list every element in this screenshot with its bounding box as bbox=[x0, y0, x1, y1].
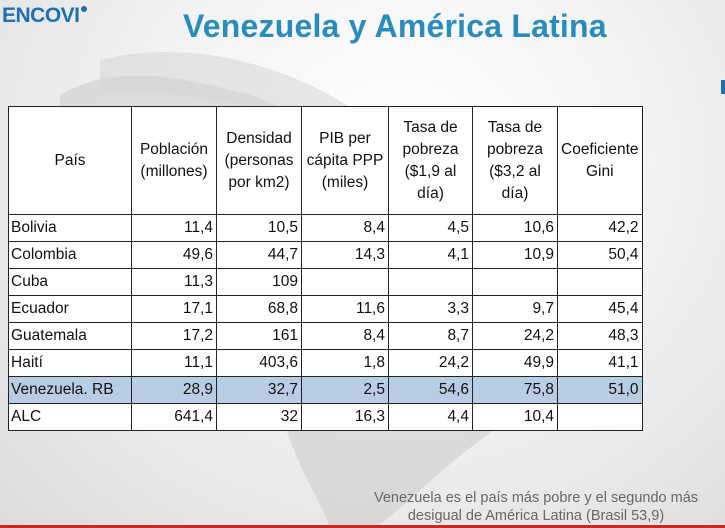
table-row: Guatemala 17,2 161 8,4 8,7 24,2 48,3 bbox=[8, 322, 643, 350]
table-cell: 4,5 bbox=[388, 214, 473, 242]
table-cell: 50,4 bbox=[557, 241, 643, 269]
country-cell: Colombia bbox=[8, 241, 132, 269]
page-title: Venezuela y América Latina bbox=[183, 8, 607, 44]
table-row: Ecuador 17,1 68,8 11,6 3,3 9,7 45,4 bbox=[8, 295, 643, 323]
table-cell: 44,7 bbox=[216, 241, 302, 269]
footnote-line-1: Venezuela es el país más pobre y el segu… bbox=[373, 490, 699, 506]
encovi-logo: ENCOVI bbox=[2, 4, 87, 28]
table-cell bbox=[472, 268, 558, 296]
footnote-line-2: desigual de América Latina (Brasil 53,9) bbox=[407, 508, 665, 524]
table-cell: 10,9 bbox=[472, 241, 558, 269]
table-cell: 17,1 bbox=[131, 295, 217, 323]
table-cell: 4,1 bbox=[388, 241, 473, 269]
header-densidad: Densidad (personas por km2) bbox=[216, 106, 302, 215]
table-row: Colombia 49,6 44,7 14,3 4,1 10,9 50,4 bbox=[8, 241, 643, 269]
table-row: ALC 641,4 32 16,3 4,4 10,4 bbox=[8, 403, 643, 431]
header-pib: PIB per cápita PPP (miles) bbox=[301, 106, 389, 215]
table-cell: 11,4 bbox=[131, 214, 217, 242]
table-cell: 28,9 bbox=[131, 376, 217, 404]
table-cell bbox=[557, 403, 643, 431]
table-cell: 10,4 bbox=[472, 403, 558, 431]
table-cell: 2,5 bbox=[301, 376, 389, 404]
table-cell: 10,5 bbox=[216, 214, 302, 242]
table-cell: 51,0 bbox=[557, 376, 643, 404]
logo-dot-icon bbox=[80, 6, 87, 12]
table-cell: 403,6 bbox=[216, 349, 302, 377]
table-cell: 49,9 bbox=[472, 349, 558, 377]
table-cell: 641,4 bbox=[131, 403, 217, 431]
footnote: Venezuela es el país más pobre y el segu… bbox=[350, 489, 722, 525]
table-cell: 75,8 bbox=[472, 376, 558, 404]
country-cell: Ecuador bbox=[8, 295, 132, 323]
comparison-table: País Población (millones) Densidad (pers… bbox=[8, 106, 643, 431]
table-cell: 11,1 bbox=[131, 349, 217, 377]
table-cell bbox=[557, 268, 643, 296]
table-cell: 14,3 bbox=[301, 241, 389, 269]
table-cell: 49,6 bbox=[131, 241, 217, 269]
table-cell: 8,4 bbox=[301, 214, 389, 242]
table-cell: 32 bbox=[216, 403, 302, 431]
country-cell: Guatemala bbox=[8, 322, 132, 350]
table-cell: 54,6 bbox=[388, 376, 473, 404]
edge-mark bbox=[721, 80, 725, 94]
table-row: Bolivia 11,4 10,5 8,4 4,5 10,6 42,2 bbox=[8, 214, 643, 242]
table-cell: 109 bbox=[216, 268, 302, 296]
header-poblacion: Población (millones) bbox=[131, 106, 217, 215]
bottom-accent-bar bbox=[0, 525, 725, 528]
table-cell: 11,6 bbox=[301, 295, 389, 323]
table-cell: 41,1 bbox=[557, 349, 643, 377]
table-cell: 32,7 bbox=[216, 376, 302, 404]
table-cell: 9,7 bbox=[472, 295, 558, 323]
table-row-highlighted: Venezuela. RB 28,9 32,7 2,5 54,6 75,8 51… bbox=[8, 376, 643, 404]
table-cell: 68,8 bbox=[216, 295, 302, 323]
logo-text: ENCOVI bbox=[2, 4, 80, 27]
country-cell: ALC bbox=[8, 403, 132, 431]
table-cell: 11,3 bbox=[131, 268, 217, 296]
table-row: Cuba 11,3 109 bbox=[8, 268, 643, 296]
table-cell: 16,3 bbox=[301, 403, 389, 431]
table-cell: 42,2 bbox=[557, 214, 643, 242]
table-cell: 45,4 bbox=[557, 295, 643, 323]
table-cell: 17,2 bbox=[131, 322, 217, 350]
table-cell: 3,3 bbox=[388, 295, 473, 323]
header-pobreza-19: Tasa de pobreza ($1,9 al día) bbox=[388, 106, 473, 215]
table-cell: 1,8 bbox=[301, 349, 389, 377]
table-cell: 48,3 bbox=[557, 322, 643, 350]
table-cell: 8,4 bbox=[301, 322, 389, 350]
country-cell: Cuba bbox=[8, 268, 132, 296]
table-cell: 24,2 bbox=[472, 322, 558, 350]
table-row: Haití 11,1 403,6 1,8 24,2 49,9 41,1 bbox=[8, 349, 643, 377]
table-cell bbox=[388, 268, 473, 296]
header-gini: Coeficiente Gini bbox=[557, 106, 643, 215]
country-cell: Bolivia bbox=[8, 214, 132, 242]
table-header-row: País Población (millones) Densidad (pers… bbox=[8, 106, 643, 215]
country-cell: Venezuela. RB bbox=[8, 376, 132, 404]
table-cell: 161 bbox=[216, 322, 302, 350]
table-cell: 4,4 bbox=[388, 403, 473, 431]
header-pobreza-32: Tasa de pobreza ($3,2 al día) bbox=[472, 106, 558, 215]
table-cell: 8,7 bbox=[388, 322, 473, 350]
table-cell: 10,6 bbox=[472, 214, 558, 242]
country-cell: Haití bbox=[8, 349, 132, 377]
table-cell: 24,2 bbox=[388, 349, 473, 377]
header-pais: País bbox=[8, 106, 132, 215]
table-cell bbox=[301, 268, 389, 296]
